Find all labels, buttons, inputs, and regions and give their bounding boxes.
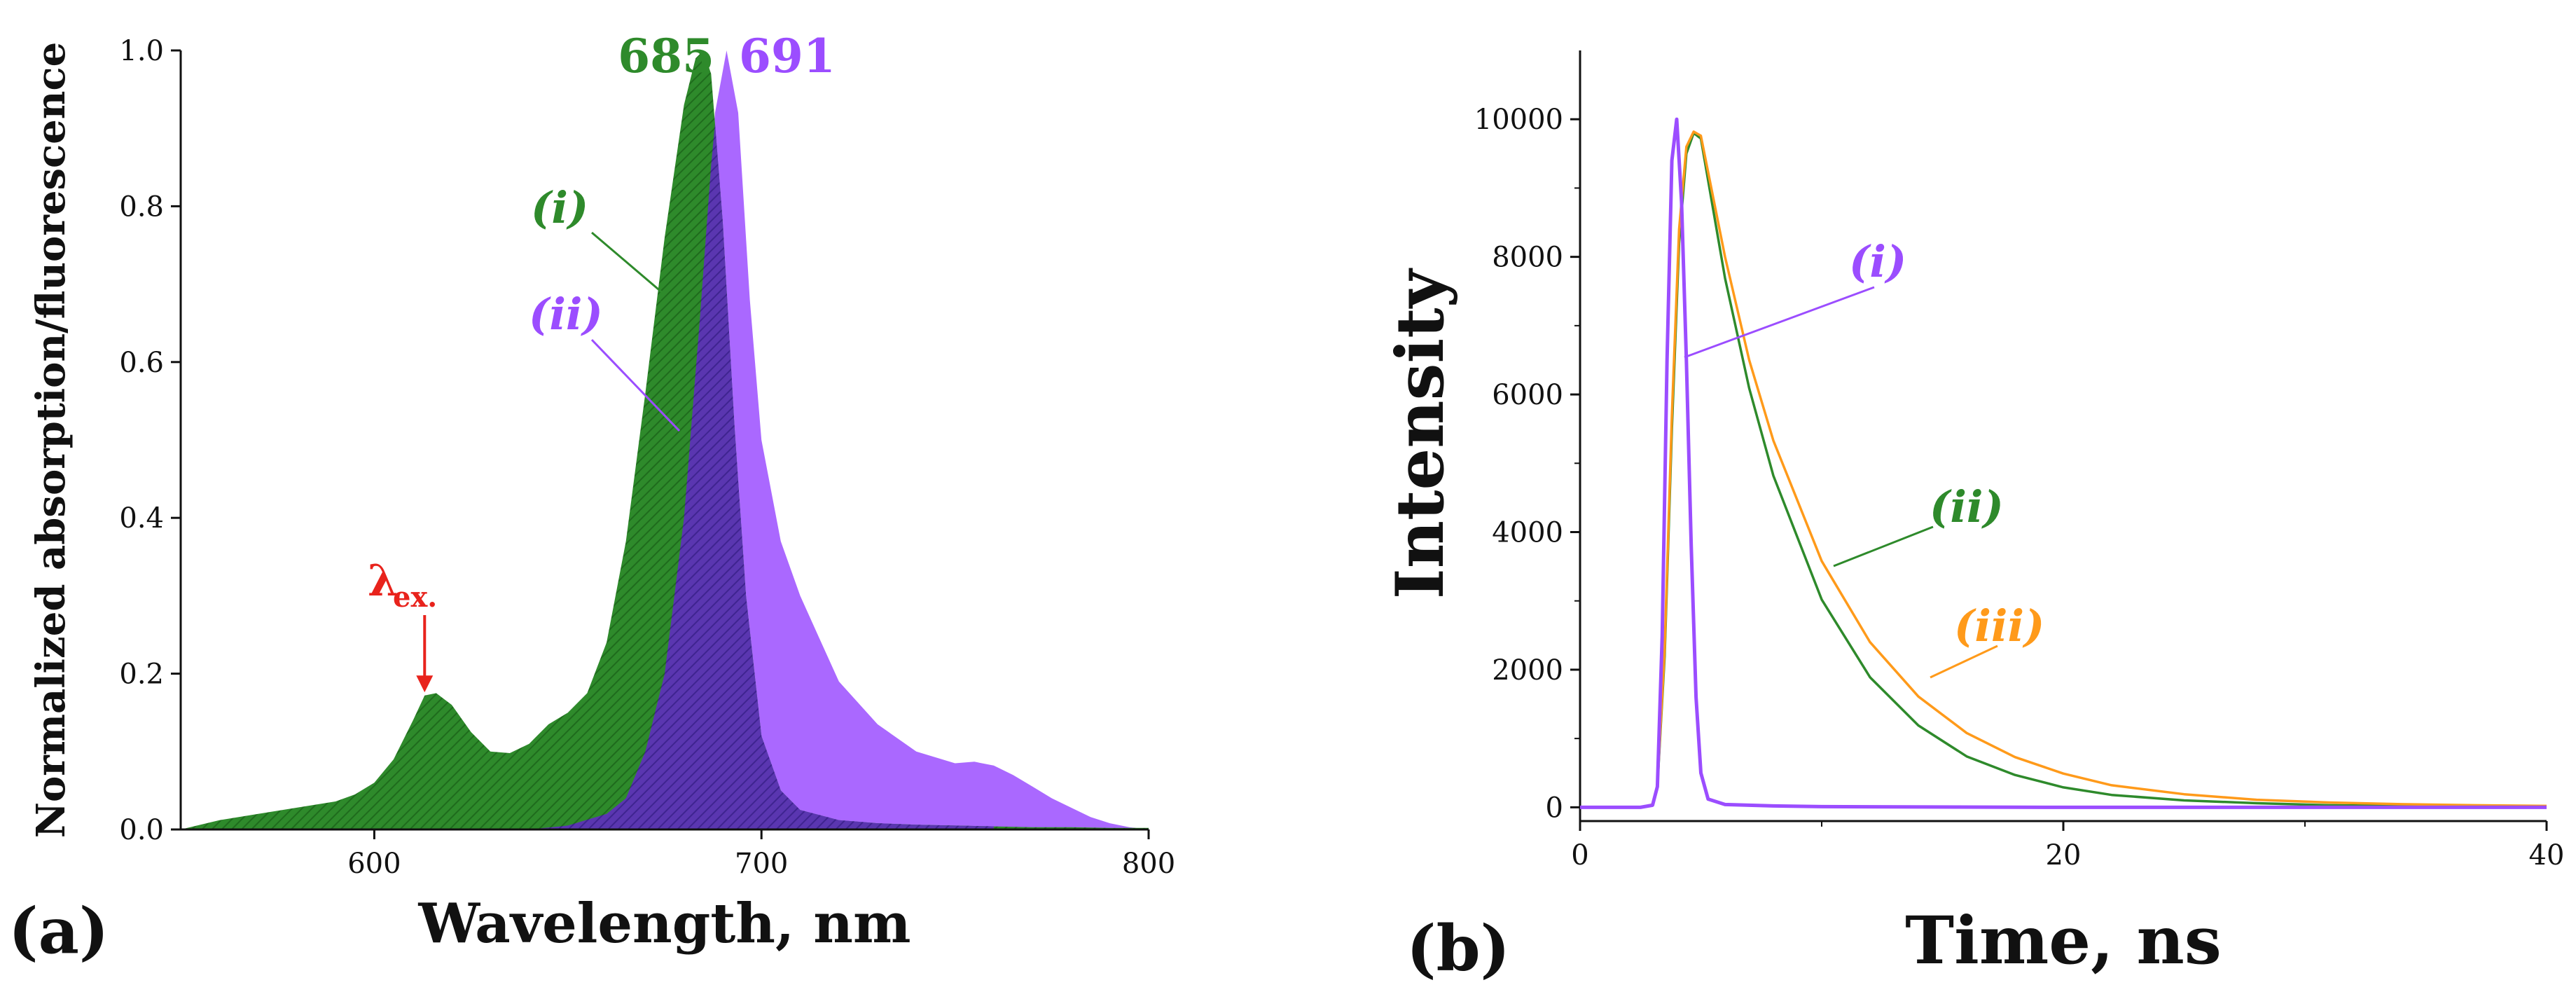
panel-a-y-tick-label: 0.6 xyxy=(119,347,164,379)
panel-a-label: (a) xyxy=(8,894,109,968)
peak-label-691: 691 xyxy=(739,29,836,83)
panel-b-x-tick-label: 0 xyxy=(1571,839,1588,872)
panel-a-y-tick-label: 0.0 xyxy=(119,814,164,846)
panel-b-ticks: 0 20 40 0 2000 4000 6000 8000 10000 xyxy=(1474,104,2565,872)
panel-b-x-tick-label: 40 xyxy=(2529,839,2565,872)
panel-b-x-label: Time, ns xyxy=(1905,902,2222,979)
panel-b-decay-curves xyxy=(1580,117,2547,809)
panel-a-x-tick-label: 700 xyxy=(735,848,788,880)
panel-b-axes xyxy=(1579,50,2547,822)
peak-label-685: 685 xyxy=(618,29,714,83)
excitation-lambda: λ xyxy=(368,555,398,606)
panel-a-y-tick-label: 1.0 xyxy=(119,35,164,67)
excitation-subscript: ex. xyxy=(393,581,437,614)
leader-line-ii-a xyxy=(590,338,681,432)
series-i-irf-line xyxy=(1580,117,2547,809)
panel-a-y-label: Normalized absorption/fluorescence xyxy=(28,42,74,838)
series-label-ii-b: (ii) xyxy=(1930,481,2004,532)
panel-a-x-tick-label: 600 xyxy=(347,848,401,880)
panel-a-y-tick-label: 0.8 xyxy=(119,191,164,223)
panel-b-y-tick-label: 2000 xyxy=(1492,654,1563,687)
panel-b-y-tick-label: 6000 xyxy=(1492,379,1563,411)
panel-a-y-tick-label: 0.4 xyxy=(119,502,164,535)
series-label-i-b: (i) xyxy=(1849,236,1906,287)
excitation-annotation: λ ex. xyxy=(368,555,437,693)
panel-a-x-tick-label: 800 xyxy=(1122,848,1175,880)
leader-line-iii-b xyxy=(1930,645,1998,679)
panel-b-y-label: Intensity xyxy=(1382,268,1459,599)
series-ii-decay-line xyxy=(1580,132,2547,809)
panel-b-y-tick-label: 0 xyxy=(1546,792,1563,824)
series-i-absorption-area xyxy=(181,50,1149,829)
leader-line-i-b xyxy=(1684,286,1875,359)
series-label-ii-a: (ii) xyxy=(529,289,603,340)
panel-a-spectra xyxy=(181,50,1149,830)
panel-b: (b) 0 20 40 0 2000 4000 6000 8000 10000 Time, ns… xyxy=(1382,50,2564,986)
series-iii-decay-line xyxy=(1580,130,2547,809)
panel-a-y-tick-label: 0.2 xyxy=(119,659,164,691)
panel-b-x-tick-label: 20 xyxy=(2046,839,2082,872)
series-label-i-a: (i) xyxy=(531,182,588,233)
panel-b-y-tick-label: 4000 xyxy=(1492,517,1563,549)
panel-a: (a) 600 700 800 0.0 0.2 0.4 0.6 0.8 1.0 Waveleng… xyxy=(8,29,1175,968)
panel-b-label: (b) xyxy=(1406,911,1510,986)
panel-b-y-tick-label: 8000 xyxy=(1492,242,1563,274)
panel-a-x-label: Wavelength, nm xyxy=(417,892,910,956)
leader-line-i-a xyxy=(591,231,663,294)
panel-a-axes xyxy=(179,50,1149,831)
panel-a-ticks: 600 700 800 0.0 0.2 0.4 0.6 0.8 1.0 xyxy=(119,35,1175,880)
panel-b-y-tick-label: 10000 xyxy=(1474,104,1563,136)
leader-line-ii-b xyxy=(1833,525,1934,567)
series-label-iii-b: (iii) xyxy=(1954,600,2044,652)
